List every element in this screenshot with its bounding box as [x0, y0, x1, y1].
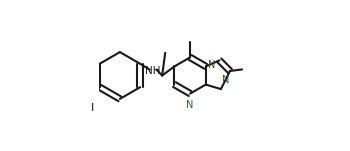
Text: I: I	[90, 103, 94, 113]
Text: NH: NH	[145, 66, 160, 76]
Text: N: N	[187, 100, 194, 110]
Text: N: N	[208, 60, 216, 70]
Text: N: N	[222, 75, 230, 85]
